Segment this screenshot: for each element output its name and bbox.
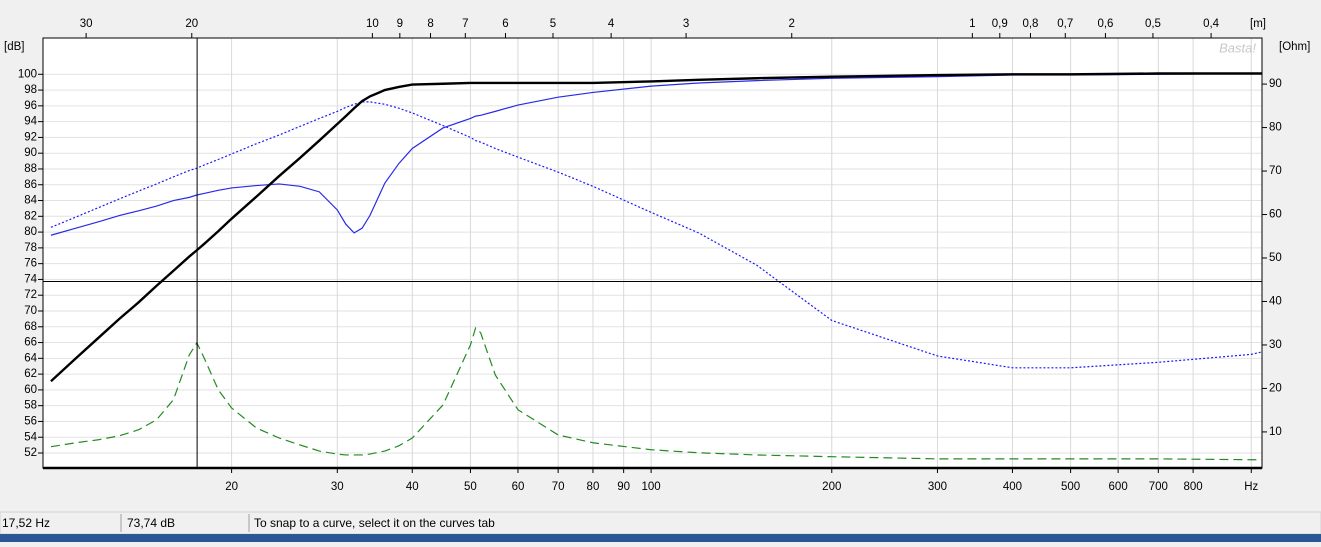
x-tick-label: 500: [1061, 481, 1080, 493]
x-tick-label: 100: [642, 481, 661, 493]
x2-tick-label: 10: [366, 18, 379, 30]
x-tick-label: 300: [928, 481, 947, 493]
status-frequency: 17,52 Hz: [2, 516, 50, 530]
y-tick-label: 86: [24, 179, 37, 191]
y-tick-label: 68: [24, 321, 37, 333]
y-tick-label: 70: [24, 305, 37, 317]
x-tick-label: 80: [587, 481, 600, 493]
x2-tick-label: 0,4: [1203, 18, 1220, 30]
x2-axis-label: [m]: [1250, 18, 1266, 30]
y-tick-label: 58: [24, 400, 37, 412]
y2-tick-label: 20: [1269, 382, 1282, 394]
y-tick-label: 96: [24, 100, 37, 112]
x2-tick-label: 2: [789, 18, 795, 30]
x2-tick-label: 0,7: [1057, 18, 1073, 30]
y-tick-label: 76: [24, 258, 37, 270]
y2-tick-label: 70: [1269, 165, 1282, 177]
y-tick-label: 90: [24, 147, 37, 159]
x2-tick-label: 0,6: [1097, 18, 1113, 30]
watermark: Basta!: [1219, 40, 1256, 55]
y2-tick-label: 90: [1269, 78, 1282, 90]
curve: [50, 72, 1262, 236]
x2-tick-label: 6: [502, 18, 508, 30]
x2-tick-label: 20: [185, 18, 198, 30]
y2-tick-label: 40: [1269, 296, 1282, 308]
y2-tick-label: 10: [1269, 426, 1282, 438]
y-tick-label: 72: [24, 289, 37, 301]
x2-tick-label: 30: [80, 18, 93, 30]
taskbar-strip: [0, 534, 1321, 542]
y-tick-label: 66: [24, 337, 37, 349]
plot-area: [43, 38, 1262, 468]
x-tick-label: 20: [225, 481, 238, 493]
y-tick-label: 64: [24, 352, 37, 364]
x2-tick-label: 4: [608, 18, 615, 30]
y2-tick-label: 80: [1269, 122, 1282, 134]
x-tick-label: 70: [552, 481, 565, 493]
status-level: 73,74 dB: [127, 516, 175, 530]
axes: 5254565860626466687072747678808284868890…: [18, 18, 1282, 493]
x2-tick-label: 0,5: [1145, 18, 1161, 30]
x-tick-label: 700: [1149, 481, 1168, 493]
x2-tick-label: 0,8: [1022, 18, 1038, 30]
y-tick-label: 84: [24, 195, 37, 207]
y-tick-label: 82: [24, 210, 37, 222]
y2-tick-label: 30: [1269, 339, 1282, 351]
grid: [43, 38, 1262, 468]
y-tick-label: 80: [24, 226, 37, 238]
x-tick-label: 60: [512, 481, 525, 493]
curves: [43, 38, 1262, 468]
x2-tick-label: 3: [683, 18, 689, 30]
x-tick-label: 30: [331, 481, 344, 493]
x2-tick-label: 7: [462, 18, 468, 30]
y2-tick-label: 60: [1269, 209, 1282, 221]
x2-tick-label: 9: [397, 18, 403, 30]
y2-tick-label: 50: [1269, 252, 1282, 264]
y-tick-label: 94: [24, 116, 37, 128]
x-tick-label: 40: [406, 481, 419, 493]
x-tick-label: Hz: [1244, 481, 1258, 493]
curve: [50, 326, 1262, 461]
y-tick-label: 52: [24, 447, 37, 459]
status-bar: 17,52 Hz 73,74 dB To snap to a curve, se…: [0, 511, 1321, 535]
y-tick-label: 62: [24, 368, 37, 380]
x-tick-label: 50: [464, 481, 477, 493]
curve: [50, 72, 1262, 383]
y-tick-label: 88: [24, 163, 37, 175]
x2-tick-label: 8: [427, 18, 433, 30]
x2-tick-label: 5: [550, 18, 556, 30]
y-tick-label: 74: [24, 273, 37, 285]
status-bar-bg: [0, 511, 1321, 535]
x-tick-label: 600: [1109, 481, 1128, 493]
y-tick-label: 60: [24, 384, 37, 396]
y-tick-label: 54: [24, 431, 37, 443]
y-tick-label: 78: [24, 242, 37, 254]
y-tick-label: 100: [18, 68, 37, 80]
x-tick-label: 200: [822, 481, 841, 493]
x-tick-label: 90: [617, 481, 630, 493]
y-tick-label: 92: [24, 131, 37, 143]
y-tick-label: 56: [24, 415, 37, 427]
x2-tick-label: 0,9: [992, 18, 1008, 30]
x-tick-label: 400: [1003, 481, 1022, 493]
y-axis-label: [dB]: [4, 41, 24, 53]
status-message: To snap to a curve, select it on the cur…: [254, 516, 495, 530]
x2-tick-label: 1: [969, 18, 975, 30]
y2-axis-label: [Ohm]: [1279, 41, 1310, 53]
x-tick-label: 800: [1184, 481, 1203, 493]
y-tick-label: 98: [24, 84, 37, 96]
